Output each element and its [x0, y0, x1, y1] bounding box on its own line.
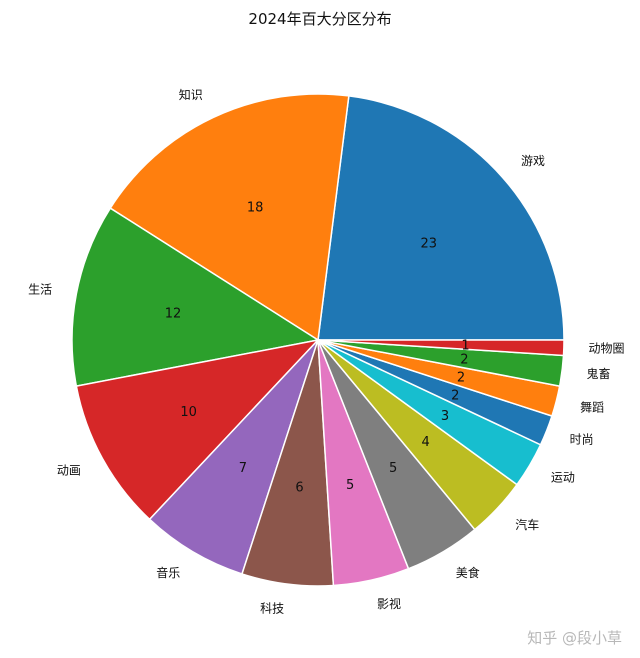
- slice-category-label: 音乐: [156, 565, 180, 580]
- slice-category-label: 影视: [377, 596, 401, 611]
- pie-slice-3: [71, 207, 321, 387]
- slice-category-label: 动画: [57, 463, 81, 477]
- slice-value-label: 3: [441, 409, 449, 424]
- slice-category-label: 游戏: [521, 154, 545, 168]
- slice-value-label: 18: [247, 200, 264, 215]
- slice-value-label: 12: [165, 306, 182, 321]
- slice-value-label: 10: [180, 405, 197, 420]
- slice-value-label: 2: [460, 352, 468, 367]
- slice-category-label: 美食: [456, 565, 480, 580]
- slice-category-label: 生活: [28, 282, 52, 296]
- slice-category-label: 动物圈: [588, 341, 624, 355]
- pie-slice-4: [75, 338, 321, 521]
- slice-value-label: 2: [451, 388, 459, 403]
- slice-value-label: 23: [420, 236, 437, 251]
- slice-category-label: 汽车: [515, 517, 539, 532]
- slice-category-label: 时尚: [570, 433, 594, 447]
- slice-category-label: 鬼畜: [586, 366, 610, 381]
- slice-value-label: 1: [461, 339, 469, 354]
- slice-value-label: 5: [346, 478, 354, 493]
- pie-slice-1: [317, 95, 565, 341]
- slice-category-label: 运动: [551, 471, 575, 485]
- pie-slice-14: [317, 339, 565, 357]
- slice-value-label: 7: [239, 461, 247, 476]
- chart-title: 2024年百大分区分布: [248, 10, 391, 28]
- slice-value-label: 5: [389, 461, 397, 476]
- pie-slice-5: [148, 339, 319, 575]
- slice-value-label: 4: [421, 435, 429, 450]
- slice-category-label: 舞蹈: [580, 400, 604, 414]
- watermark: 知乎 @段小草: [527, 629, 622, 647]
- slice-value-label: 6: [295, 480, 303, 495]
- slice-category-label: 科技: [260, 601, 284, 615]
- slice-category-label: 知识: [179, 88, 203, 102]
- pie-slice-2: [109, 93, 350, 342]
- pie-slices: [71, 93, 565, 587]
- slice-value-label: 2: [457, 371, 465, 386]
